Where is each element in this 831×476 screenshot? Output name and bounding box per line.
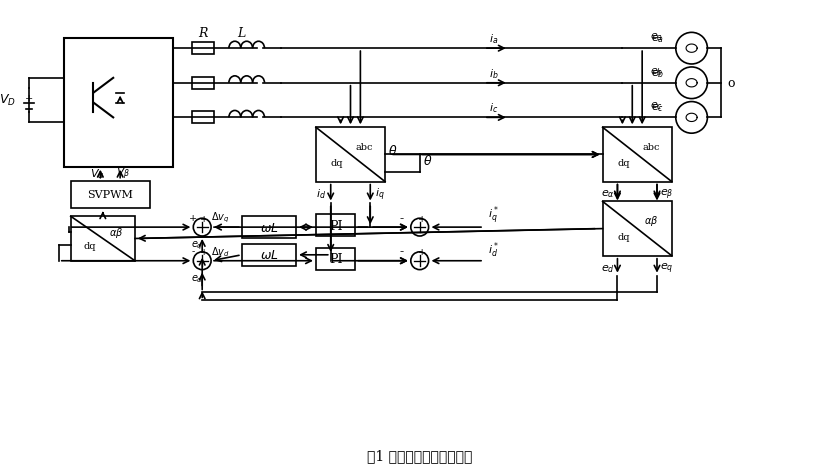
Text: 图1 并网逆变器的控制框图: 图1 并网逆变器的控制框图 bbox=[367, 448, 472, 463]
Text: L: L bbox=[238, 27, 246, 40]
Text: -: - bbox=[192, 247, 195, 256]
Bar bbox=[71, 181, 150, 209]
Text: $\theta$: $\theta$ bbox=[423, 154, 432, 168]
Text: $e_b$: $e_b$ bbox=[651, 66, 664, 78]
Text: $i_d^*$: $i_d^*$ bbox=[489, 239, 499, 259]
Text: $\theta$: $\theta$ bbox=[388, 143, 398, 157]
Text: $i_b$: $i_b$ bbox=[489, 67, 499, 80]
Text: $i_c$: $i_c$ bbox=[489, 101, 499, 115]
Text: $e_q$: $e_q$ bbox=[660, 261, 674, 275]
Text: $e_\beta$: $e_\beta$ bbox=[660, 187, 674, 201]
Text: dq: dq bbox=[617, 233, 630, 242]
Text: $\Delta v_d$: $\Delta v_d$ bbox=[210, 245, 229, 258]
Text: $i_d$: $i_d$ bbox=[316, 187, 326, 201]
Text: $\omega L$: $\omega L$ bbox=[259, 249, 278, 262]
Text: $e_c$: $e_c$ bbox=[651, 100, 663, 112]
Text: R: R bbox=[199, 27, 208, 40]
Text: $V_\alpha$: $V_\alpha$ bbox=[90, 167, 105, 180]
Text: SVPWM: SVPWM bbox=[87, 190, 133, 200]
Bar bbox=[316, 248, 356, 270]
Text: $i_a$: $i_a$ bbox=[489, 32, 499, 46]
Text: $e_d$: $e_d$ bbox=[601, 262, 614, 274]
Text: $\omega L$: $\omega L$ bbox=[259, 221, 278, 234]
Text: +: + bbox=[25, 94, 33, 103]
Bar bbox=[316, 128, 385, 182]
Text: $V_D$: $V_D$ bbox=[0, 93, 17, 108]
Bar bbox=[242, 244, 296, 266]
Text: $e_\alpha$: $e_\alpha$ bbox=[601, 188, 614, 200]
Text: o: o bbox=[727, 77, 735, 90]
Text: abc: abc bbox=[356, 142, 373, 151]
Bar bbox=[602, 202, 671, 256]
Text: $e_a$: $e_a$ bbox=[652, 33, 665, 45]
Text: PI: PI bbox=[329, 253, 342, 266]
Text: $i_q$: $i_q$ bbox=[376, 186, 385, 202]
Text: $\Delta v_q$: $\Delta v_q$ bbox=[211, 210, 229, 225]
Bar bbox=[242, 217, 296, 238]
Text: -: - bbox=[400, 245, 404, 258]
Text: $i_q^*$: $i_q^*$ bbox=[489, 205, 499, 227]
Text: +: + bbox=[200, 248, 209, 257]
Text: +: + bbox=[417, 248, 425, 257]
Text: dq: dq bbox=[617, 159, 630, 168]
Bar bbox=[192, 43, 214, 55]
Text: +: + bbox=[189, 213, 198, 222]
Text: dq: dq bbox=[331, 159, 343, 168]
Text: +: + bbox=[417, 214, 425, 223]
Bar bbox=[602, 128, 671, 182]
Text: +: + bbox=[200, 214, 209, 223]
Text: -: - bbox=[400, 211, 404, 224]
Bar bbox=[192, 112, 214, 124]
Text: $\alpha\beta$: $\alpha\beta$ bbox=[644, 214, 658, 228]
Bar bbox=[64, 39, 173, 168]
Text: abc: abc bbox=[642, 142, 660, 151]
Text: $e_b$: $e_b$ bbox=[652, 68, 665, 79]
Bar bbox=[71, 217, 135, 261]
Text: $\alpha\beta$: $\alpha\beta$ bbox=[109, 225, 123, 239]
Text: dq: dq bbox=[84, 241, 96, 250]
Text: PI: PI bbox=[329, 219, 342, 232]
Bar bbox=[192, 78, 214, 89]
Bar bbox=[316, 215, 356, 237]
Text: $V_\beta$: $V_\beta$ bbox=[116, 165, 130, 181]
Text: $e_a$: $e_a$ bbox=[651, 31, 663, 43]
Text: $e_d$: $e_d$ bbox=[191, 273, 204, 285]
Text: $e_c$: $e_c$ bbox=[652, 102, 665, 114]
Text: $e_q$: $e_q$ bbox=[191, 239, 204, 252]
